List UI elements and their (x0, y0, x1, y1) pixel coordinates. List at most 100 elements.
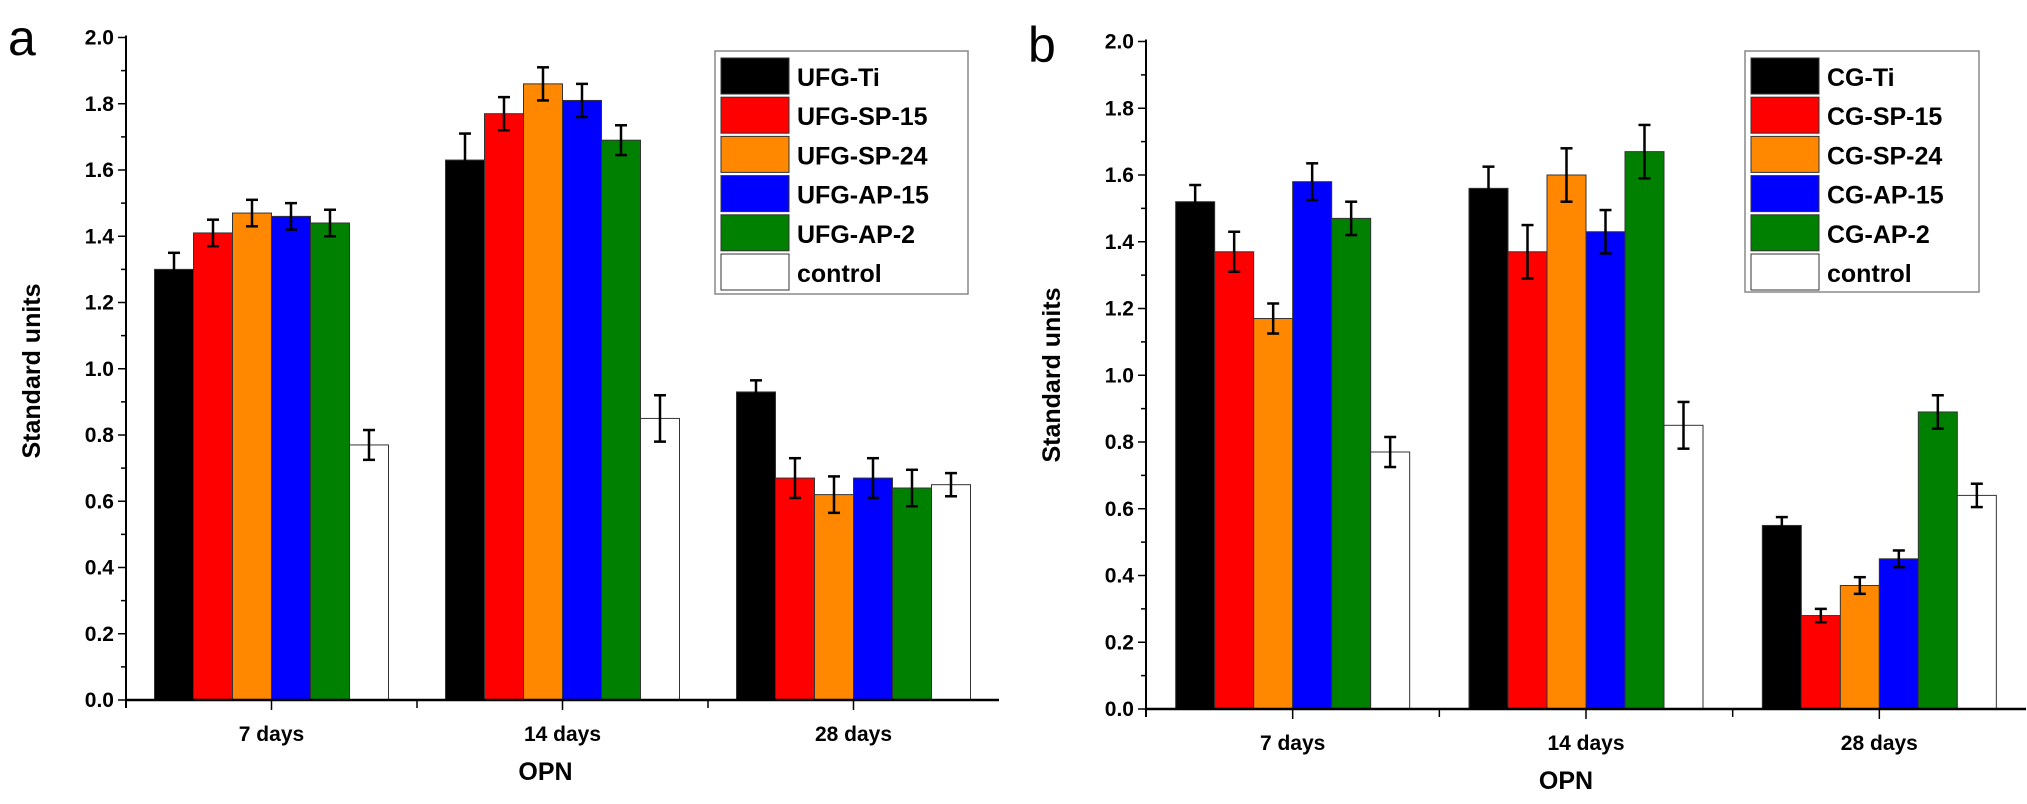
y-tick-label: 2.0 (85, 27, 114, 50)
bar (1370, 451, 1411, 710)
legend-label: CG-Ti (1827, 64, 1895, 92)
error-bar (615, 124, 627, 157)
y-tick-label: 0.8 (85, 424, 115, 447)
error-bar (207, 218, 219, 248)
x-axis-title: OPN (518, 758, 572, 786)
x-tick-label: 7 days (239, 723, 304, 746)
legend: UFG-Ti UFG-SP-15 UFG-SP-24 UFG-AP-15 UFG-AP-… (714, 50, 969, 295)
chart-panel-a: 7 days 14 days 28 days 0.0 0.2 0.4 0.6 0.8 1.0 1.… (8, 10, 999, 786)
bar (271, 215, 311, 701)
legend-item: UFG-AP-15 (720, 175, 929, 213)
bar (445, 159, 485, 701)
panel-label: b (1028, 17, 1056, 73)
y-tick-label: 0.0 (1105, 698, 1134, 721)
error-bar (1814, 607, 1827, 624)
bar (562, 99, 602, 701)
y-tick-label: 0.6 (85, 490, 114, 513)
bar (1663, 424, 1704, 710)
y-tick-label: 1.0 (85, 358, 114, 381)
y-tick-label: 1.2 (1105, 298, 1134, 321)
error-bar (576, 82, 588, 119)
error-bar (1521, 223, 1534, 280)
error-bar (246, 198, 258, 228)
y-tick-label: 0.4 (85, 557, 115, 580)
error-bar (906, 468, 918, 508)
legend-item: CG-AP-2 (1750, 214, 1930, 252)
legend-swatch (1750, 253, 1820, 291)
legend-swatch (1750, 57, 1820, 95)
bar (1292, 181, 1333, 710)
bar (1507, 251, 1548, 710)
error-bar (867, 456, 879, 500)
bar (640, 417, 680, 701)
x-tick-label: 28 days (815, 723, 892, 746)
bar (1331, 217, 1372, 710)
error-bar (537, 66, 549, 102)
error-bar (1599, 208, 1612, 255)
y-tick-label: 1.2 (85, 292, 114, 315)
bar (1624, 151, 1665, 710)
y-tick-label: 1.8 (85, 93, 115, 116)
x-tick-label: 7 days (1260, 732, 1325, 755)
error-bar (1560, 147, 1573, 203)
y-tick-label: 1.6 (1105, 164, 1134, 187)
error-bar (789, 456, 801, 500)
error-bar (324, 208, 336, 238)
bar (349, 444, 389, 701)
legend-item: CG-AP-15 (1750, 175, 1944, 213)
error-bar (1306, 162, 1319, 202)
y-tick-label: 0.2 (85, 623, 114, 646)
bar (523, 83, 563, 701)
error-bar (1853, 575, 1866, 596)
y-tick-label: 2.0 (1105, 31, 1134, 54)
bar (154, 268, 194, 701)
legend-swatch (720, 135, 790, 173)
panel-label: a (8, 10, 36, 66)
legend-item: control (1750, 253, 1912, 291)
legend-swatch (720, 253, 790, 291)
error-bar (1892, 549, 1905, 569)
y-tick-label: 1.6 (85, 159, 114, 182)
legend-label: control (1827, 260, 1912, 288)
y-axis-title: Standard units (18, 283, 46, 458)
bar (1468, 187, 1509, 710)
legend-label: CG-AP-2 (1827, 221, 1930, 249)
bar (736, 391, 776, 701)
legend-label: CG-SP-24 (1827, 142, 1942, 170)
y-axis-title: Standard units (1038, 287, 1066, 462)
y-tick-label: 0.6 (1105, 498, 1134, 521)
bar (1878, 558, 1919, 710)
error-bar (1775, 515, 1788, 536)
error-bar (1677, 400, 1690, 450)
legend-item: CG-SP-24 (1750, 135, 1942, 173)
error-bar (1384, 435, 1397, 469)
bar (484, 113, 524, 701)
error-bar (1638, 123, 1651, 180)
x-tick-label: 14 days (1547, 732, 1624, 755)
bar (1253, 318, 1294, 710)
bar (232, 212, 272, 701)
error-bar (1970, 482, 1983, 509)
y-tick-label: 1.8 (1105, 97, 1135, 120)
legend-label: CG-SP-15 (1827, 103, 1942, 131)
error-bar (498, 95, 510, 132)
legend-swatch (1750, 214, 1820, 252)
legend-swatch (1750, 135, 1820, 173)
legend-item: UFG-SP-15 (720, 96, 928, 134)
legend-label: UFG-Ti (797, 64, 880, 92)
chart-panel-b: 7 days 14 days 28 days 0.0 0.2 0.4 0.6 0.8 1.0 1.… (1028, 17, 2026, 795)
x-axis-title: OPN (1539, 767, 1593, 795)
bar (892, 487, 932, 701)
legend-label: UFG-SP-24 (797, 142, 928, 170)
legend-item: CG-SP-15 (1750, 96, 1942, 134)
bar (1175, 201, 1216, 710)
legend-label: UFG-AP-2 (797, 221, 915, 249)
y-tick-label: 0.4 (1105, 565, 1135, 588)
x-tick-label: 14 days (524, 723, 601, 746)
legend-swatch (720, 214, 790, 252)
error-bar (654, 394, 666, 443)
legend-swatch (720, 57, 790, 95)
bar (1956, 494, 1997, 710)
bar (1761, 524, 1802, 710)
y-tick-label: 1.4 (1105, 231, 1135, 254)
